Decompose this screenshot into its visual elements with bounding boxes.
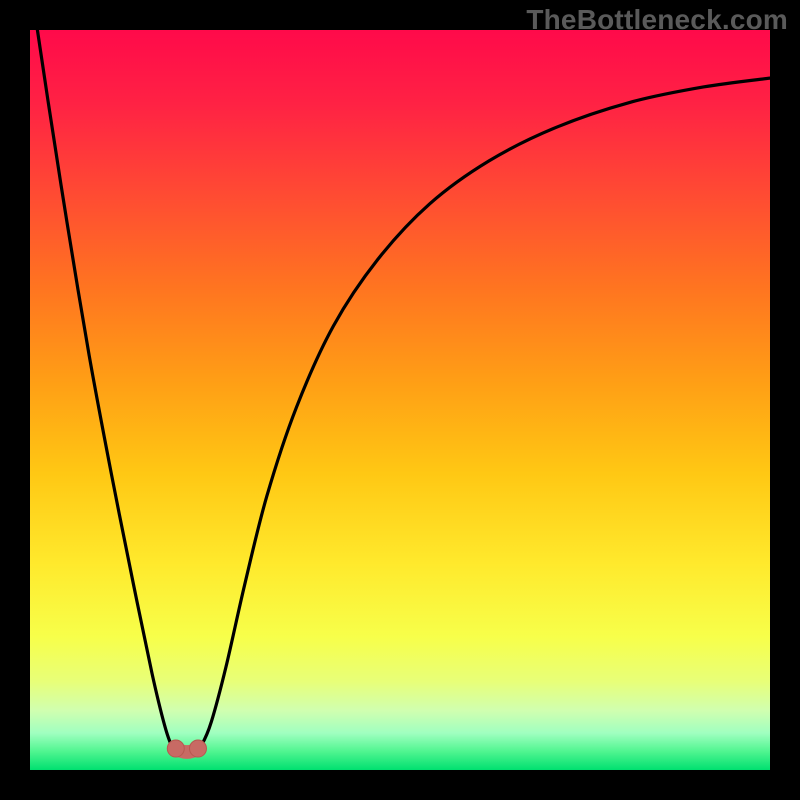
chart-container: TheBottleneck.com [0,0,800,800]
bottleneck-chart [30,30,770,770]
watermark-text: TheBottleneck.com [526,4,788,36]
optimum-marker-1 [167,740,184,757]
optimum-marker-2 [189,740,206,757]
gradient-background [30,30,770,770]
